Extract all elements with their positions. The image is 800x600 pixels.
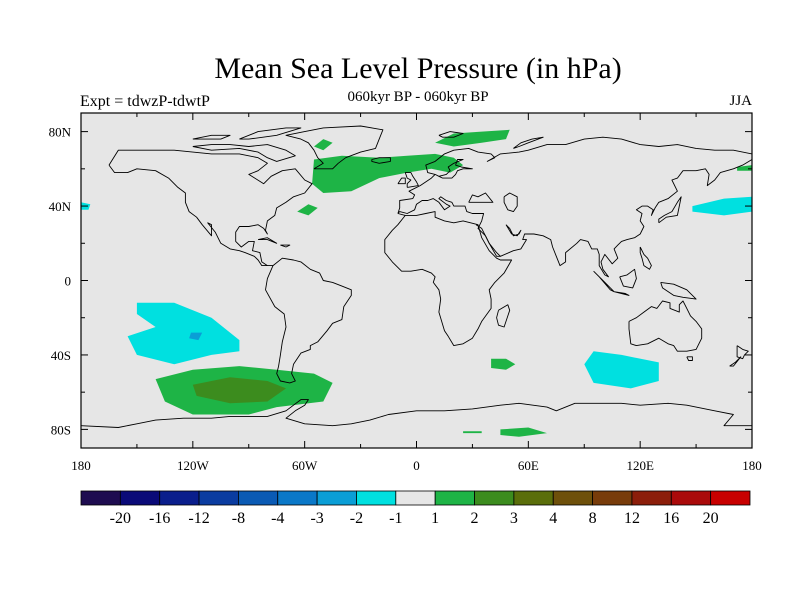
anomaly-region-south-indian-positive-1 [491, 358, 516, 370]
coastline-iceland [371, 157, 391, 164]
colorbar-swatch [119, 490, 161, 506]
y-tick-label: 40N [49, 199, 72, 214]
coastline-north-america-west [108, 164, 268, 267]
x-tick-label: 60W [292, 458, 318, 473]
x-tick-label: 180 [742, 458, 762, 473]
coastline-borneo [619, 268, 637, 289]
colorbar-label: 3 [510, 510, 518, 527]
coastline-baltic [434, 159, 473, 179]
colorbar-label: -8 [232, 510, 245, 527]
coastline-australia [628, 300, 703, 352]
coastline-north-america [108, 149, 313, 267]
y-tick-label: 40S [51, 348, 71, 363]
anomaly-region-mid-atlantic-positive [297, 204, 318, 216]
colorbar-swatch [434, 490, 475, 506]
anomaly-region-north-atlantic-positive [312, 153, 464, 193]
coastline-eurasia [397, 136, 752, 214]
y-tick-label: 80S [51, 422, 71, 437]
colorbar-swatch [513, 490, 554, 506]
colorbar-label: -12 [188, 510, 209, 527]
anomaly-region-southern-pacific-positive-core [192, 377, 286, 404]
anomaly-region-nordic-sea-positive [435, 129, 510, 147]
x-tick-label: 180 [71, 458, 91, 473]
coastline-eurasia-east [397, 159, 752, 278]
colorbar-swatch [356, 490, 397, 506]
y-tick-label: 0 [65, 274, 72, 289]
colorbar-swatch [159, 490, 200, 506]
experiment-label: Expt = tdwzP-tdwtP [80, 93, 210, 110]
colorbar-label: -2 [350, 510, 363, 527]
coastline-gulf [505, 224, 522, 237]
x-tick-label: 120E [626, 458, 654, 473]
colorbar-swatch [198, 490, 239, 506]
colorbar-swatch [238, 490, 279, 506]
x-tick-label: 120W [177, 458, 210, 473]
colorbar-label: 12 [624, 510, 640, 527]
anomaly-region-pacific-east-negative-core [189, 332, 203, 341]
chart-subtitle: 060kyr BP - 060kyr BP [347, 89, 489, 105]
coastline-antarctica [81, 399, 752, 428]
chart-title: Mean Sea Level Pressure (in hPa) [214, 52, 622, 85]
colorbar-swatch [80, 490, 121, 506]
colorbar-label: 1 [431, 510, 439, 527]
coastline-arabia-red-sea [475, 224, 501, 257]
coastline-madagascar [496, 304, 511, 328]
coastline-svalbard [438, 131, 464, 138]
colorbar-label: 16 [663, 510, 679, 527]
colorbar-swatch [710, 490, 751, 506]
anomaly-region-west-pacific-negative [692, 196, 752, 216]
coastline-south-america [265, 257, 352, 384]
coastline-caribbean [258, 237, 291, 248]
colorbar-label: -1 [389, 510, 402, 527]
colorbar-label: -4 [271, 510, 284, 527]
coastline-africa [384, 211, 513, 347]
y-tick-label: 80N [49, 125, 72, 140]
colorbar-label: -3 [310, 510, 323, 527]
colorbar-swatch [552, 490, 593, 506]
anomaly-region-greenland-positive [314, 139, 333, 151]
coastline-canadian-arctic [192, 127, 302, 162]
colorbar-swatch [395, 490, 436, 506]
colorbar-swatch [277, 490, 318, 506]
colorbar-label: -20 [110, 510, 131, 527]
coastline-new-zealand [729, 345, 749, 367]
colorbar-swatch [592, 490, 633, 506]
colorbar-label: 2 [471, 510, 479, 527]
colorbar-swatch [474, 490, 515, 506]
colorbar-label: -16 [149, 510, 170, 527]
coastline-tasmania [686, 356, 693, 361]
coastline-black-caspian [468, 192, 518, 213]
colorbar-label: 4 [549, 510, 557, 527]
anomaly-region-pacific-east-negative [127, 302, 240, 365]
coastline-novaya-zemlya [513, 136, 544, 149]
coastline-greenland [285, 125, 384, 170]
colorbar-swatch [670, 490, 712, 506]
anomaly-region-indian-ocean-negative [584, 351, 659, 389]
season-label: JJA [729, 93, 752, 109]
colorbar-swatch [631, 490, 672, 506]
x-tick-label: 60E [518, 458, 539, 473]
coastline-new-guinea [660, 281, 697, 300]
coastline-sumatra-java [593, 270, 630, 296]
anomaly-region-south-indian-positive-3 [463, 431, 482, 434]
colorbar-label: 20 [703, 510, 719, 527]
colorbar-label: 8 [589, 510, 597, 527]
coastline-british-isles [397, 172, 419, 188]
coastline-philippines [639, 246, 652, 270]
x-tick-label: 0 [413, 458, 420, 473]
coastline-japan [658, 196, 682, 224]
anomaly-region-south-indian-positive-2 [500, 427, 547, 437]
colorbar-swatch [316, 490, 357, 506]
